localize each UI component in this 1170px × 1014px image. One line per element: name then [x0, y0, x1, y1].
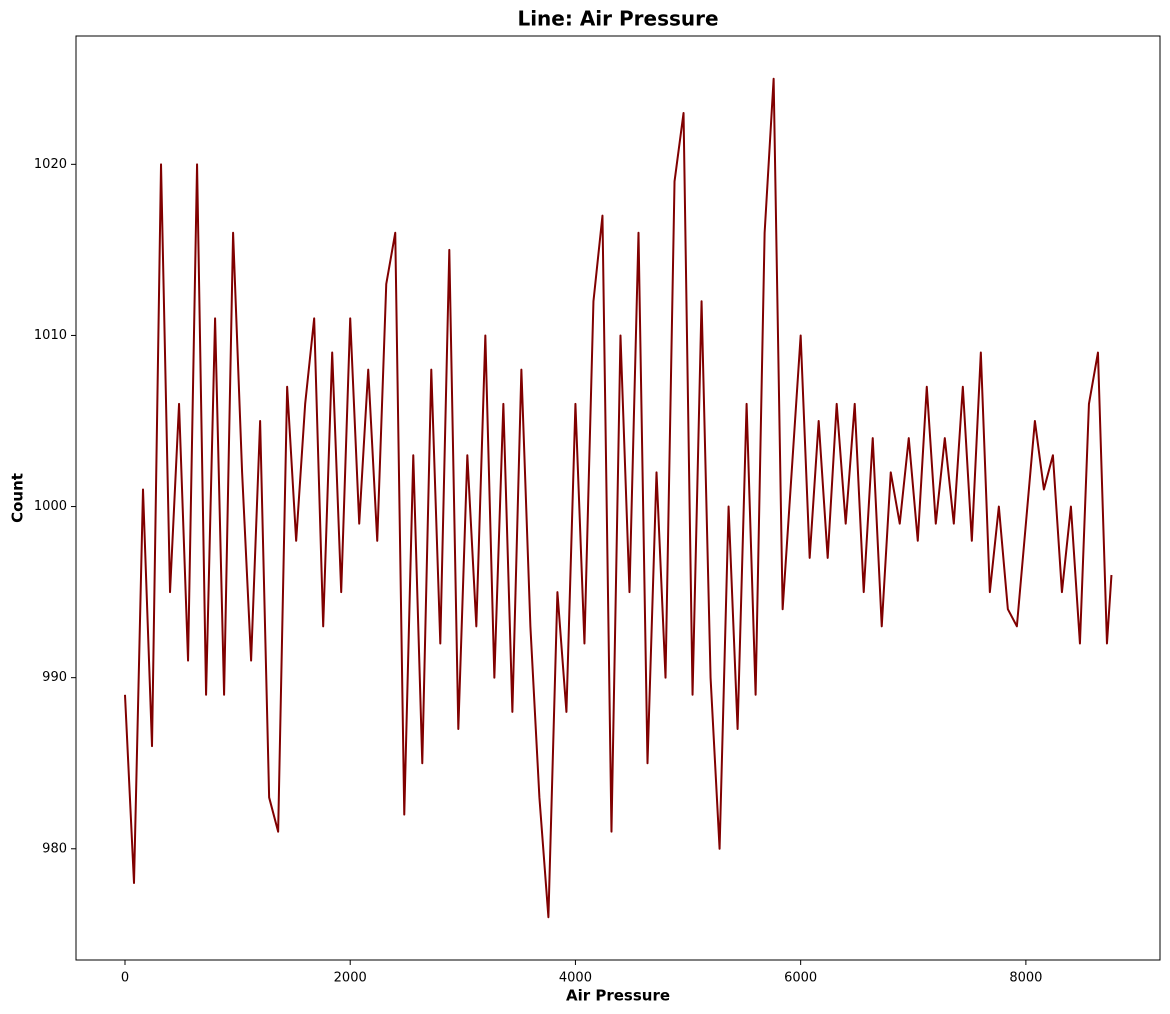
x-axis-label: Air Pressure [566, 987, 670, 1005]
y-tick-label: 1010 [34, 328, 67, 343]
plot-frame [75, 35, 1161, 961]
data-line [123, 77, 1113, 919]
y-tick-label: 1000 [34, 499, 67, 514]
y-axis-label: Count [9, 473, 27, 523]
x-tick-label: 2000 [334, 971, 367, 986]
y-tick-label: 980 [42, 841, 67, 856]
x-tick-label: 6000 [784, 971, 817, 986]
x-tick-label: 8000 [1009, 971, 1042, 986]
chart-title: Line: Air Pressure [517, 7, 718, 31]
y-tick-label: 990 [42, 670, 67, 685]
y-tick-label: 1020 [34, 157, 67, 172]
x-tick-label: 0 [121, 971, 129, 986]
x-tick-label: 4000 [559, 971, 592, 986]
